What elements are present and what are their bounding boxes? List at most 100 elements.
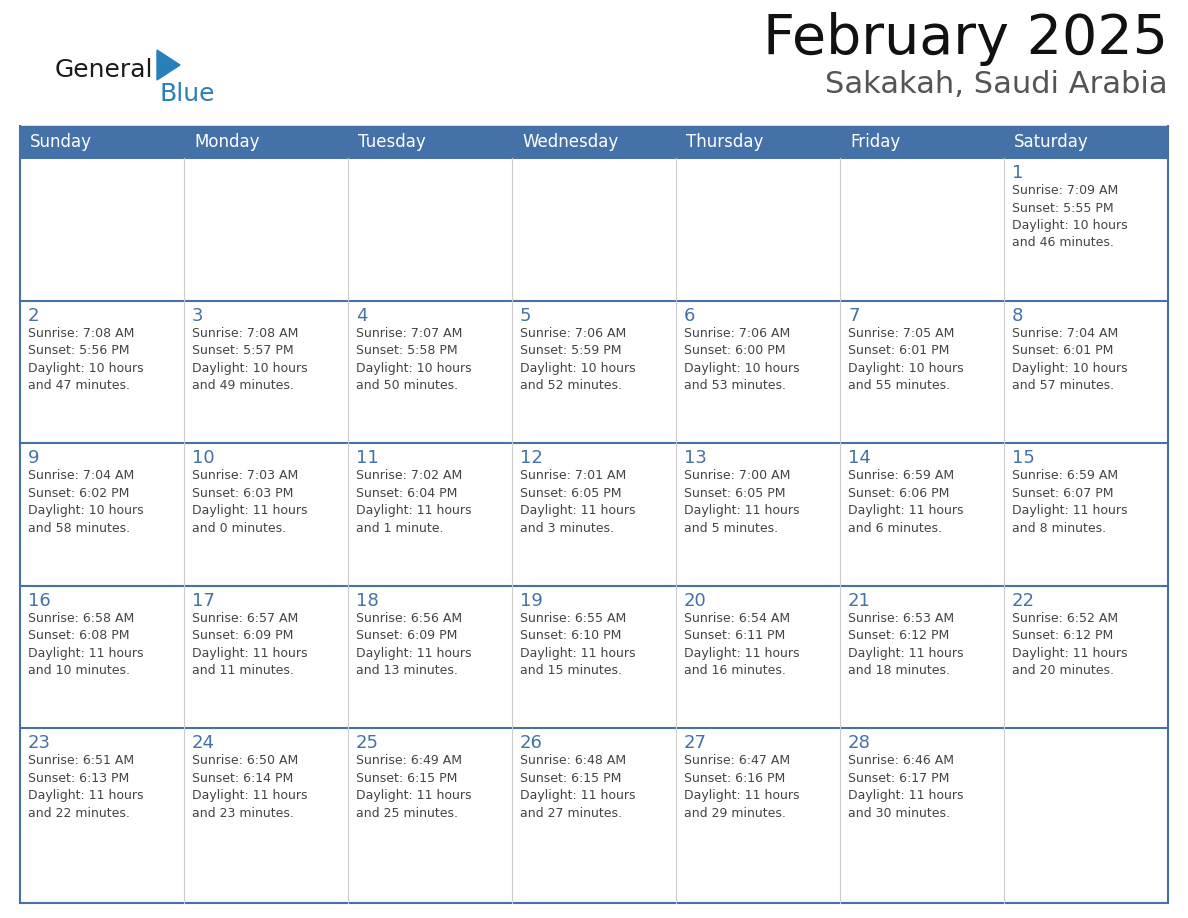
Bar [1004, 300, 1168, 443]
Text: 27: 27 [684, 734, 707, 753]
Bar [20, 158, 184, 300]
Bar [1004, 158, 1168, 300]
Text: Sunrise: 6:51 AM
Sunset: 6:13 PM
Daylight: 11 hours
and 22 minutes.: Sunrise: 6:51 AM Sunset: 6:13 PM Dayligh… [29, 755, 144, 820]
Text: Sunrise: 7:03 AM
Sunset: 6:03 PM
Daylight: 11 hours
and 0 minutes.: Sunrise: 7:03 AM Sunset: 6:03 PM Dayligh… [192, 469, 308, 534]
Text: 9: 9 [29, 449, 39, 467]
Text: February 2025: February 2025 [763, 12, 1168, 66]
Text: Sunrise: 6:46 AM
Sunset: 6:17 PM
Daylight: 11 hours
and 30 minutes.: Sunrise: 6:46 AM Sunset: 6:17 PM Dayligh… [848, 755, 963, 820]
Text: 20: 20 [684, 592, 707, 610]
Text: 2: 2 [29, 307, 39, 325]
Text: Sunrise: 6:49 AM
Sunset: 6:15 PM
Daylight: 11 hours
and 25 minutes.: Sunrise: 6:49 AM Sunset: 6:15 PM Dayligh… [356, 755, 472, 820]
Polygon shape [157, 50, 181, 80]
Bar [840, 443, 1004, 586]
Text: Sunrise: 7:00 AM
Sunset: 6:05 PM
Daylight: 11 hours
and 5 minutes.: Sunrise: 7:00 AM Sunset: 6:05 PM Dayligh… [684, 469, 800, 534]
Bar [348, 300, 512, 443]
Text: 10: 10 [192, 449, 215, 467]
Bar [184, 443, 348, 586]
Text: 15: 15 [1012, 449, 1035, 467]
Text: 12: 12 [520, 449, 543, 467]
Bar [20, 126, 1168, 158]
Text: Sunrise: 6:52 AM
Sunset: 6:12 PM
Daylight: 11 hours
and 20 minutes.: Sunrise: 6:52 AM Sunset: 6:12 PM Dayligh… [1012, 611, 1127, 677]
Text: 16: 16 [29, 592, 51, 610]
Text: 4: 4 [356, 307, 367, 325]
Text: Sunrise: 7:06 AM
Sunset: 6:00 PM
Daylight: 10 hours
and 53 minutes.: Sunrise: 7:06 AM Sunset: 6:00 PM Dayligh… [684, 327, 800, 392]
Text: 14: 14 [848, 449, 871, 467]
Text: 11: 11 [356, 449, 379, 467]
Text: Sunrise: 6:47 AM
Sunset: 6:16 PM
Daylight: 11 hours
and 29 minutes.: Sunrise: 6:47 AM Sunset: 6:16 PM Dayligh… [684, 755, 800, 820]
Bar [184, 728, 348, 871]
Text: Tuesday: Tuesday [358, 133, 425, 151]
Text: 23: 23 [29, 734, 51, 753]
Text: 22: 22 [1012, 592, 1035, 610]
Text: Sunrise: 6:53 AM
Sunset: 6:12 PM
Daylight: 11 hours
and 18 minutes.: Sunrise: 6:53 AM Sunset: 6:12 PM Dayligh… [848, 611, 963, 677]
Text: Sunrise: 7:06 AM
Sunset: 5:59 PM
Daylight: 10 hours
and 52 minutes.: Sunrise: 7:06 AM Sunset: 5:59 PM Dayligh… [520, 327, 636, 392]
Text: Monday: Monday [194, 133, 259, 151]
Text: Friday: Friday [849, 133, 901, 151]
Bar [184, 300, 348, 443]
Text: Sakakah, Saudi Arabia: Sakakah, Saudi Arabia [826, 70, 1168, 99]
Text: Sunrise: 6:55 AM
Sunset: 6:10 PM
Daylight: 11 hours
and 15 minutes.: Sunrise: 6:55 AM Sunset: 6:10 PM Dayligh… [520, 611, 636, 677]
Text: Sunrise: 6:59 AM
Sunset: 6:07 PM
Daylight: 11 hours
and 8 minutes.: Sunrise: 6:59 AM Sunset: 6:07 PM Dayligh… [1012, 469, 1127, 534]
Text: Sunrise: 7:09 AM
Sunset: 5:55 PM
Daylight: 10 hours
and 46 minutes.: Sunrise: 7:09 AM Sunset: 5:55 PM Dayligh… [1012, 184, 1127, 250]
Bar [512, 728, 676, 871]
Bar [840, 158, 1004, 300]
Text: 25: 25 [356, 734, 379, 753]
Bar [676, 728, 840, 871]
Bar [20, 586, 184, 728]
Bar [840, 586, 1004, 728]
Text: 6: 6 [684, 307, 695, 325]
Bar [676, 443, 840, 586]
Bar [512, 586, 676, 728]
Bar [20, 728, 184, 871]
Text: Sunrise: 6:48 AM
Sunset: 6:15 PM
Daylight: 11 hours
and 27 minutes.: Sunrise: 6:48 AM Sunset: 6:15 PM Dayligh… [520, 755, 636, 820]
Text: 8: 8 [1012, 307, 1023, 325]
Text: Sunrise: 7:08 AM
Sunset: 5:56 PM
Daylight: 10 hours
and 47 minutes.: Sunrise: 7:08 AM Sunset: 5:56 PM Dayligh… [29, 327, 144, 392]
Bar [184, 586, 348, 728]
Text: Sunrise: 6:58 AM
Sunset: 6:08 PM
Daylight: 11 hours
and 10 minutes.: Sunrise: 6:58 AM Sunset: 6:08 PM Dayligh… [29, 611, 144, 677]
Text: Wednesday: Wednesday [522, 133, 618, 151]
Text: 18: 18 [356, 592, 379, 610]
Text: 7: 7 [848, 307, 859, 325]
Bar [840, 300, 1004, 443]
Text: 1: 1 [1012, 164, 1023, 182]
Text: Sunrise: 7:02 AM
Sunset: 6:04 PM
Daylight: 11 hours
and 1 minute.: Sunrise: 7:02 AM Sunset: 6:04 PM Dayligh… [356, 469, 472, 534]
Text: Sunrise: 6:54 AM
Sunset: 6:11 PM
Daylight: 11 hours
and 16 minutes.: Sunrise: 6:54 AM Sunset: 6:11 PM Dayligh… [684, 611, 800, 677]
Text: Sunday: Sunday [30, 133, 91, 151]
Bar [676, 586, 840, 728]
Bar [1004, 443, 1168, 586]
Text: 26: 26 [520, 734, 543, 753]
Text: 17: 17 [192, 592, 215, 610]
Bar [512, 158, 676, 300]
Text: Sunrise: 7:04 AM
Sunset: 6:01 PM
Daylight: 10 hours
and 57 minutes.: Sunrise: 7:04 AM Sunset: 6:01 PM Dayligh… [1012, 327, 1127, 392]
Text: Blue: Blue [160, 82, 215, 106]
Bar [20, 443, 184, 586]
Bar [1004, 586, 1168, 728]
Bar [184, 158, 348, 300]
Text: Sunrise: 7:08 AM
Sunset: 5:57 PM
Daylight: 10 hours
and 49 minutes.: Sunrise: 7:08 AM Sunset: 5:57 PM Dayligh… [192, 327, 308, 392]
Text: Saturday: Saturday [1015, 133, 1088, 151]
Bar [512, 300, 676, 443]
Bar [1004, 728, 1168, 871]
Bar [348, 586, 512, 728]
Bar [676, 300, 840, 443]
Text: 5: 5 [520, 307, 531, 325]
Text: Sunrise: 6:57 AM
Sunset: 6:09 PM
Daylight: 11 hours
and 11 minutes.: Sunrise: 6:57 AM Sunset: 6:09 PM Dayligh… [192, 611, 308, 677]
Text: Thursday: Thursday [685, 133, 764, 151]
Bar [512, 443, 676, 586]
Text: Sunrise: 7:07 AM
Sunset: 5:58 PM
Daylight: 10 hours
and 50 minutes.: Sunrise: 7:07 AM Sunset: 5:58 PM Dayligh… [356, 327, 472, 392]
Text: Sunrise: 6:59 AM
Sunset: 6:06 PM
Daylight: 11 hours
and 6 minutes.: Sunrise: 6:59 AM Sunset: 6:06 PM Dayligh… [848, 469, 963, 534]
Text: 13: 13 [684, 449, 707, 467]
Bar [348, 158, 512, 300]
Text: 24: 24 [192, 734, 215, 753]
Text: Sunrise: 6:56 AM
Sunset: 6:09 PM
Daylight: 11 hours
and 13 minutes.: Sunrise: 6:56 AM Sunset: 6:09 PM Dayligh… [356, 611, 472, 677]
Text: Sunrise: 7:04 AM
Sunset: 6:02 PM
Daylight: 10 hours
and 58 minutes.: Sunrise: 7:04 AM Sunset: 6:02 PM Dayligh… [29, 469, 144, 534]
Text: 28: 28 [848, 734, 871, 753]
Text: General: General [55, 58, 153, 82]
Bar [348, 728, 512, 871]
Bar [676, 158, 840, 300]
Text: 19: 19 [520, 592, 543, 610]
Text: 21: 21 [848, 592, 871, 610]
Text: 3: 3 [192, 307, 203, 325]
Text: Sunrise: 6:50 AM
Sunset: 6:14 PM
Daylight: 11 hours
and 23 minutes.: Sunrise: 6:50 AM Sunset: 6:14 PM Dayligh… [192, 755, 308, 820]
Bar [20, 300, 184, 443]
